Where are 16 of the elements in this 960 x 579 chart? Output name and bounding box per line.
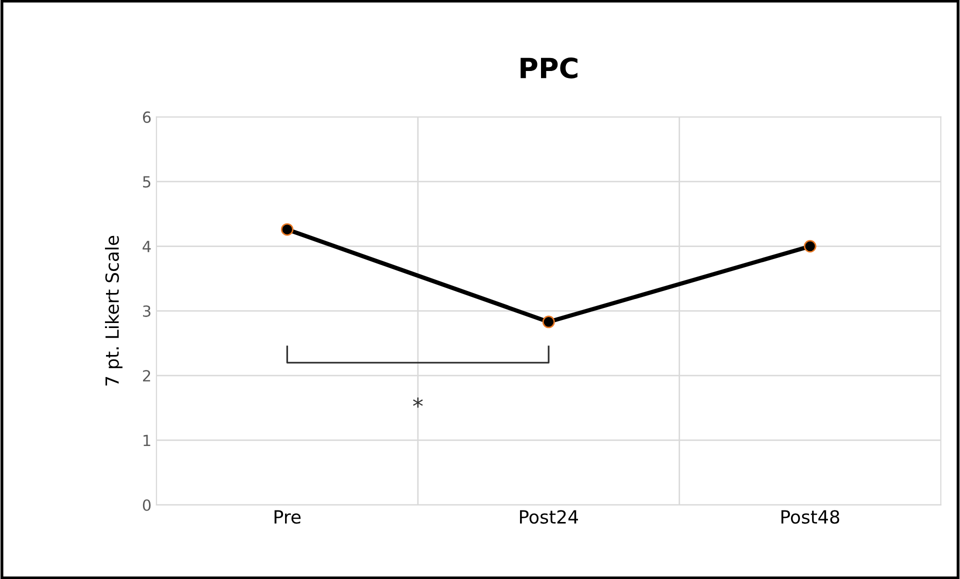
- y-tick-label: 5: [143, 176, 150, 188]
- x-tick-label: Post24: [520, 510, 578, 524]
- x-tick-label: Pre: [274, 510, 301, 524]
- y-axis-title: 7 pt. Likert Scale: [104, 236, 122, 386]
- y-tick-label: 3: [143, 305, 150, 317]
- y-tick-label: 1: [144, 434, 150, 446]
- y-tick-label: 2: [143, 370, 150, 382]
- annotation: *: [413, 398, 423, 408]
- point: [280, 223, 294, 236]
- y-tick-label: 6: [142, 111, 151, 123]
- point: [804, 240, 816, 253]
- x-tick-label: Post48: [781, 510, 840, 524]
- chart-title: PPC: [520, 57, 578, 78]
- y-tick-label: 4: [142, 240, 151, 252]
- y-tick-label: 0: [142, 499, 151, 511]
- point: [542, 316, 555, 328]
